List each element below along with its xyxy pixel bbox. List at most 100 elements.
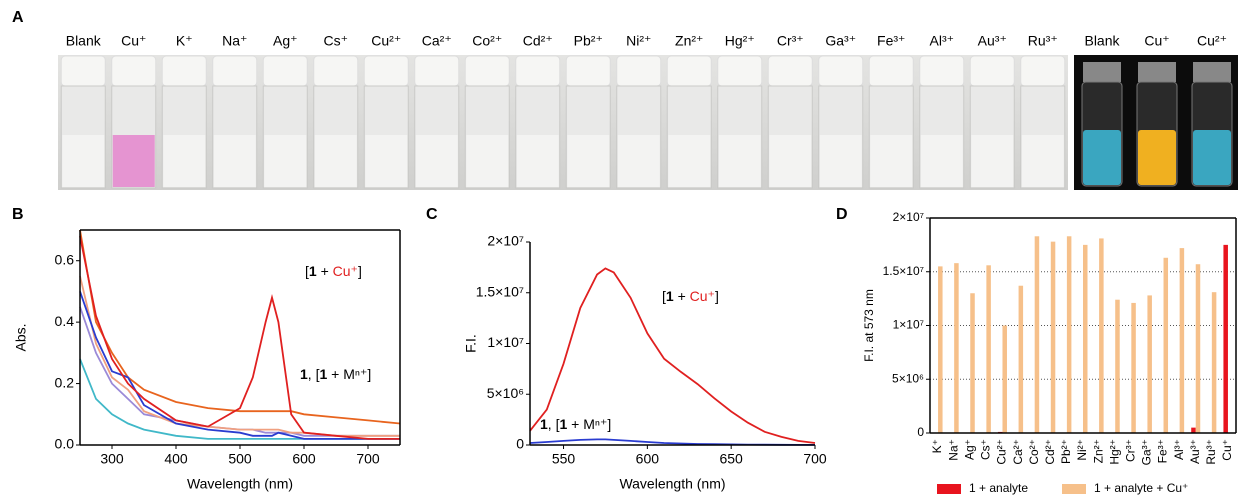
series-line (529, 438, 815, 446)
x-tick-label: K⁺ (930, 439, 944, 453)
vial-label: Au³⁺ (978, 33, 1007, 49)
vial-cap (717, 55, 763, 87)
vial-liquid (567, 135, 610, 187)
annotation-part: 1 (559, 416, 567, 432)
legend-label: 1 + analyte (969, 481, 1028, 495)
bar (1131, 302, 1136, 433)
vial-cap (464, 55, 510, 87)
vial-cap (868, 55, 914, 87)
y-tick-label: 0.2 (55, 374, 75, 390)
y-tick-label: 1×10⁷ (893, 318, 924, 332)
vial-label: Ag⁺ (273, 33, 298, 49)
bar (1083, 244, 1088, 433)
y-tick-label: 2×10⁷ (487, 233, 524, 249)
bar (1179, 248, 1185, 433)
uv-vial-liquid (1083, 130, 1121, 185)
bar (1147, 295, 1152, 433)
vial-label: Cs⁺ (324, 33, 349, 49)
vial-label: Co²⁺ (472, 33, 502, 49)
vial-cap (565, 55, 611, 87)
bar (1115, 299, 1120, 433)
vial-label: Ga³⁺ (825, 33, 856, 49)
annotation-part: ] (715, 288, 719, 304)
y-tick-label: 1.5×10⁷ (883, 264, 924, 278)
bar (1195, 264, 1201, 433)
annotation-part: ] (358, 263, 362, 279)
vial-cap (818, 55, 864, 87)
panel-label: D (836, 206, 848, 223)
vial-liquid (466, 135, 509, 187)
x-axis-title: Wavelength (nm) (619, 476, 725, 492)
annotation: [1 + Cu⁺] (305, 263, 362, 279)
vial-cap (414, 55, 460, 87)
bar (1211, 292, 1217, 433)
vial-label: Ru³⁺ (1028, 33, 1058, 49)
vial-label: Cr³⁺ (777, 33, 804, 49)
vial-label: Fe³⁺ (877, 33, 905, 49)
uv-vial-label: Cu²⁺ (1197, 33, 1227, 49)
bar (954, 263, 959, 433)
series-line (529, 267, 816, 444)
uv-vial-cap (1138, 62, 1176, 82)
x-tick-label: 650 (719, 451, 743, 467)
vial-cap (313, 55, 359, 87)
y-tick-label: 0 (516, 436, 524, 452)
vial-liquid (617, 135, 660, 187)
y-axis-title: F.I. at 573 nm (862, 289, 876, 362)
bar (1050, 241, 1056, 433)
vial-liquid (62, 135, 105, 187)
y-tick-label: 5×10⁶ (487, 385, 524, 401)
annotation-part: [ (662, 288, 666, 304)
bar (970, 293, 975, 433)
vial-cap (60, 55, 106, 87)
legend-swatch (1062, 484, 1086, 494)
y-tick-label: 0.6 (55, 251, 75, 267)
y-tick-label: 0.4 (55, 313, 75, 329)
vial-cap (111, 55, 157, 87)
annotation-part: + (674, 288, 690, 304)
y-tick-label: 2×10⁷ (893, 210, 924, 224)
x-tick-label: Cs⁺ (979, 439, 993, 460)
x-tick-label: Fe³⁺ (1156, 439, 1170, 463)
x-tick-label: Ni²⁺ (1075, 439, 1089, 461)
x-axis-title: Wavelength (nm) (187, 476, 293, 492)
vial-liquid (213, 135, 256, 187)
annotation-part: 1 (666, 288, 674, 304)
vial-liquid (264, 135, 307, 187)
vial-cap (616, 55, 662, 87)
vial-label: Cu²⁺ (371, 33, 401, 49)
vial-label: Al³⁺ (930, 33, 955, 49)
legend-label: 1 + analyte + Cu⁺ (1094, 481, 1188, 495)
vial-liquid (920, 135, 963, 187)
x-tick-label: Co²⁺ (1027, 439, 1041, 465)
vial-cap (919, 55, 965, 87)
x-tick-label: 300 (100, 451, 124, 467)
vial-label: Zn²⁺ (675, 33, 703, 49)
x-tick-label: Cu²⁺ (995, 439, 1009, 465)
annotation-part: , [ (308, 366, 320, 382)
vial-liquid (668, 135, 711, 187)
vial-liquid (314, 135, 357, 187)
vial-label: Hg²⁺ (725, 33, 755, 49)
bar (1163, 257, 1169, 433)
vial-liquid (415, 135, 458, 187)
annotation: [1 + Cu⁺] (662, 288, 719, 304)
vial-label: Cu⁺ (121, 33, 146, 49)
bar (1223, 244, 1228, 433)
y-tick-label: 0 (917, 425, 924, 439)
annotation-part: + Mⁿ⁺] (567, 416, 611, 432)
vial-liquid (870, 135, 913, 187)
bar (1191, 427, 1196, 433)
bar (1034, 236, 1040, 433)
annotation-part: Cu⁺ (333, 263, 358, 279)
bar (1002, 325, 1007, 433)
bar (986, 265, 991, 433)
series-line (79, 235, 400, 440)
annotation-part: 1 (300, 366, 308, 382)
y-axis-title: Abs. (13, 323, 29, 351)
vial-liquid (819, 135, 862, 187)
vial-label: Ni²⁺ (626, 33, 651, 49)
x-tick-label: Ga³⁺ (1140, 439, 1154, 465)
annotation: 1, [1 + Mⁿ⁺] (300, 366, 371, 382)
